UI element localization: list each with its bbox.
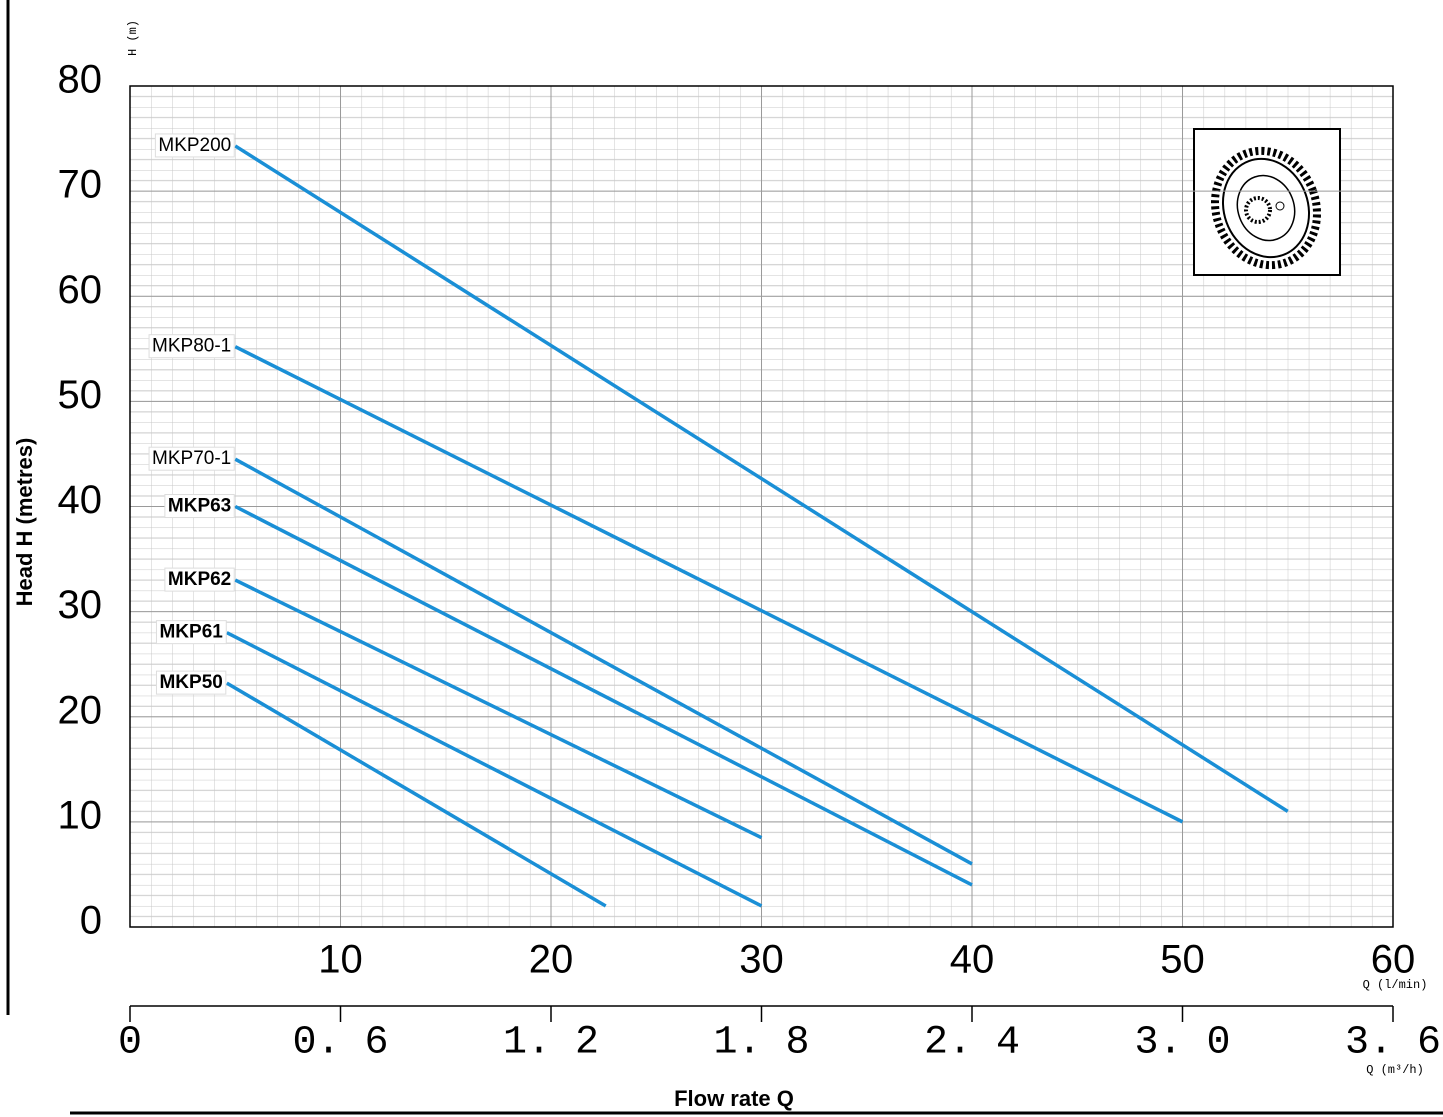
curve-label: MKP63: [168, 496, 231, 517]
x-tick-label: 20: [529, 938, 574, 982]
y-tick-label: 50: [58, 373, 103, 417]
y-tick-label: 60: [58, 268, 103, 312]
x2-tick-label: 0. 6: [292, 1021, 388, 1066]
x-tick-label: 40: [950, 938, 995, 982]
curve-label-group: MKP62: [165, 568, 234, 591]
curve-label-group: MKP50: [156, 671, 225, 694]
x-tick-label: 10: [318, 938, 363, 982]
y-tick-label: 20: [58, 688, 103, 732]
impeller-image: [1194, 129, 1340, 280]
x2-tick-label: 1. 2: [503, 1021, 599, 1066]
curve-label-group: MKP200: [155, 134, 234, 157]
y-tick-label: 70: [58, 163, 103, 207]
chart: Head H (metres) Flow rate Q H (m) Q (l/m…: [0, 0, 1443, 1117]
y-tick-label: 80: [58, 58, 103, 102]
curve-label: MKP61: [159, 622, 223, 643]
curve-label-group: MKP63: [165, 495, 234, 518]
x2-tick-label: 2. 4: [924, 1021, 1020, 1066]
curve-label-group: MKP61: [156, 621, 226, 644]
y-tick-label: 30: [58, 583, 103, 627]
x-tick-label: 60: [1371, 938, 1416, 982]
curve-label: MKP62: [168, 569, 231, 590]
x-tick-label: 50: [1160, 938, 1205, 982]
curve-label: MKP80-1: [152, 336, 231, 357]
y-tick-label: 10: [58, 793, 103, 837]
curve-label-group: MKP70-1: [149, 447, 234, 470]
y-tick-label: 0: [80, 899, 102, 943]
curve-label: MKP50: [159, 672, 222, 693]
y-tick-label: 40: [58, 478, 103, 522]
y-unit: H (m): [126, 20, 140, 56]
curve-label: MKP200: [158, 135, 231, 156]
y-axis-label: Head H (metres): [12, 438, 37, 607]
x-axis-label: Flow rate Q: [674, 1086, 794, 1111]
x2-tick-label: 3. 6: [1345, 1021, 1441, 1066]
x2-tick-label: 0: [118, 1021, 142, 1066]
x2-tick-label: 1. 8: [713, 1021, 809, 1066]
curve-label-group: MKP80-1: [149, 335, 234, 358]
x-tick-label: 30: [739, 938, 784, 982]
curve-label: MKP70-1: [152, 448, 231, 469]
x2-tick-label: 3. 0: [1134, 1021, 1230, 1066]
